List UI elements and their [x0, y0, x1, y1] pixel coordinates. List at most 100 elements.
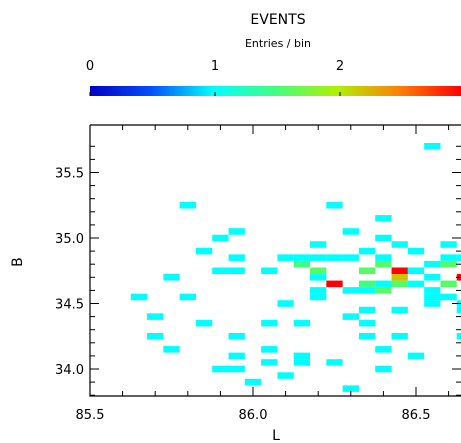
- heatmap-bin: [195, 319, 213, 327]
- heatmap-bin: [147, 313, 164, 320]
- heatmap-bin: [179, 293, 196, 301]
- heatmap-bin: [424, 274, 441, 281]
- heatmap-bin: [407, 280, 425, 288]
- heatmap-bin: [424, 300, 441, 307]
- colorbar: [90, 86, 461, 96]
- heatmap-bin: [342, 254, 359, 261]
- heatmap-bin: [424, 293, 441, 301]
- heatmap-bin: [228, 332, 245, 340]
- heatmap-bin: [358, 280, 376, 288]
- heatmap-bin: [326, 359, 343, 366]
- heatmap-bin: [293, 352, 311, 360]
- colorbar-ticks: [89, 92, 341, 96]
- colorbar-tick-label: 2: [336, 59, 344, 74]
- y-tick-label: 35.5: [55, 167, 84, 182]
- heatmap-bin: [293, 254, 311, 261]
- colorbar-label: Entries / bin: [245, 37, 311, 50]
- heatmap-bin: [261, 319, 278, 327]
- heatmap-bin: [440, 280, 457, 288]
- heatmap-bin: [277, 254, 294, 261]
- heatmap-bin: [228, 352, 245, 360]
- heatmap-bin: [456, 332, 461, 340]
- heatmap-bin: [293, 359, 311, 366]
- heatmap-bin: [375, 280, 392, 288]
- heatmap-bin: [228, 267, 245, 275]
- heatmap-bin: [326, 254, 343, 261]
- heatmap-bin: [375, 287, 392, 294]
- heatmap-bin: [358, 247, 376, 255]
- chart-title: EVENTS: [250, 12, 305, 28]
- plot-frame: [89, 124, 461, 397]
- heatmap-bin: [440, 260, 457, 268]
- y-tick-label: 34.0: [55, 363, 84, 378]
- x-tick-label: 85.5: [76, 408, 105, 423]
- heatmap-bin: [375, 346, 392, 353]
- heatmap-bin: [195, 247, 213, 255]
- heatmap-bin: [391, 267, 408, 275]
- heatmap-bin: [424, 143, 441, 150]
- heatmap-bin: [342, 287, 359, 294]
- heatmap-bin: [261, 346, 278, 353]
- y-axis-label: B: [10, 257, 26, 267]
- heatmap-bin: [407, 267, 425, 275]
- heatmap-bin: [277, 300, 294, 307]
- y-axis-ticks: 34.0 34.5 35.0 35.5: [55, 145, 461, 396]
- heatmap-bin: [456, 254, 461, 261]
- colorbar-tick-label: 1: [211, 59, 219, 74]
- colorbar-tick-labels: 0123: [86, 59, 461, 74]
- heatmap-bin: [310, 254, 327, 261]
- x-axis-ticks: 85.586.086.587.0: [76, 125, 450, 423]
- heatmap-bin: [358, 306, 376, 314]
- heatmap-bin: [391, 332, 408, 340]
- heatmap-bin: [326, 201, 343, 209]
- heatmap-bin: [440, 254, 457, 261]
- heatmap-bin: [212, 234, 229, 242]
- heatmap-bin: [358, 319, 376, 327]
- heatmap-bin: [147, 332, 164, 340]
- x-tick-label: 86.0: [239, 408, 268, 423]
- heatmap-bin: [244, 378, 262, 386]
- heatmap-bin: [342, 313, 359, 320]
- heatmap-bin: [358, 332, 376, 340]
- heatmap-bin: [163, 274, 180, 281]
- heatmap-bin: [456, 306, 461, 314]
- heatmap-bin: [293, 260, 311, 268]
- heatmap-bin: [440, 241, 457, 248]
- heatmap-bin: [358, 287, 376, 294]
- heatmap-bin: [391, 241, 408, 248]
- heatmap-bin: [424, 287, 441, 294]
- heatmap-bin: [326, 280, 343, 288]
- heatmap-bin: [310, 267, 327, 275]
- heatmap-bin: [310, 293, 327, 301]
- heatmap-bin: [375, 365, 392, 373]
- heatmap-bin: [391, 274, 408, 281]
- heatmap-bin: [358, 267, 376, 275]
- heatmap-bin: [261, 359, 278, 366]
- heatmap-bins: [130, 143, 461, 392]
- y-tick-label: 34.5: [55, 298, 84, 313]
- heatmap-bin: [261, 267, 278, 275]
- heatmap-bin: [375, 215, 392, 222]
- heatmap-bin: [342, 228, 359, 235]
- x-tick-label: 86.5: [402, 408, 431, 423]
- heatmap-bin: [179, 201, 196, 209]
- heatmap-bin: [342, 385, 359, 392]
- heatmap-bin: [212, 267, 229, 275]
- heatmap-bin: [375, 234, 392, 242]
- heatmap-bin: [407, 247, 425, 255]
- heatmap-bin: [391, 306, 408, 314]
- heatmap-bin: [391, 280, 408, 288]
- heatmap-bin: [277, 372, 294, 379]
- heatmap-bin: [310, 241, 327, 248]
- colorbar-tick-label: 0: [86, 59, 94, 74]
- heatmap-bin: [375, 254, 392, 261]
- x-axis-label: L: [272, 428, 280, 443]
- heatmap-bin: [163, 346, 180, 353]
- heatmap-bin: [407, 352, 425, 360]
- heatmap-bin: [293, 319, 311, 327]
- heatmap-bin: [310, 274, 327, 281]
- heatmap-bin: [130, 293, 148, 301]
- heatmap-bin: [375, 260, 392, 268]
- heatmap-bin: [440, 293, 457, 301]
